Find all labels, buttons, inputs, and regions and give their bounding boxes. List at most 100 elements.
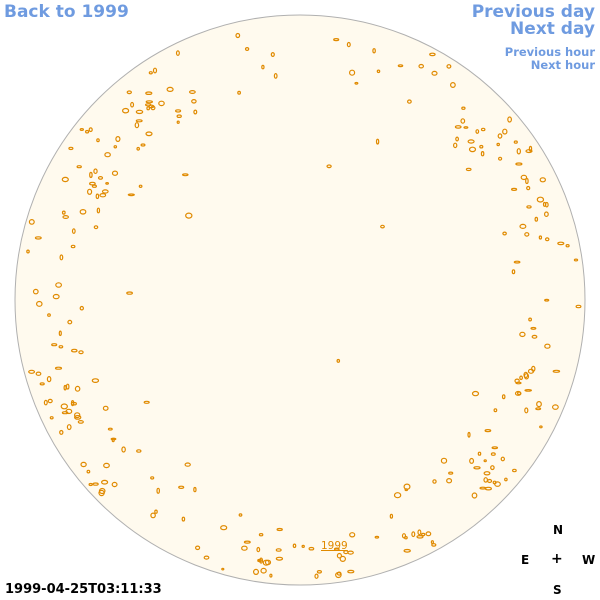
contour-speck [35,371,42,376]
contour-speck [513,140,518,144]
contour-speck [467,431,471,438]
contour-speck [127,193,135,197]
contour-speck [493,408,498,413]
compass-south: S [553,583,562,597]
contour-speck [103,462,110,469]
previous-hour-link[interactable]: Previous hour [504,45,595,59]
contour-speck [524,407,529,414]
contour-speck [292,543,297,549]
contour-speck [483,459,487,463]
contour-speck [148,71,153,75]
contour-speck [431,70,438,76]
contour-speck [67,319,73,325]
contour-speck [73,412,81,419]
contour-speck [270,51,275,57]
solar-disk [14,14,586,586]
contour-speck [429,52,436,57]
contour-speck [544,211,549,218]
next-hour-link[interactable]: Next hour [530,58,595,72]
contour-speck [513,260,521,264]
contour-speck [461,106,466,110]
contour-speck [115,136,121,143]
contour-speck [176,120,180,124]
contour-speck [333,37,340,42]
contour-speck [71,228,76,234]
contour-speck [121,446,126,453]
contour-speck [335,571,342,579]
contour-speck [515,381,522,385]
contour-speck [74,385,81,392]
contour-speck [557,241,565,246]
contour-speck [467,139,475,144]
contour-speck [528,145,533,152]
contour-speck [96,138,100,143]
contour-speck [135,109,144,115]
contour-speck [354,81,359,85]
contour-speck [152,67,158,74]
contour-speck [411,531,416,538]
contour-speck [349,69,356,76]
contour-speck [519,331,526,338]
contour-speck [59,429,64,435]
contour-speck [258,558,262,563]
contour-speck [276,527,283,532]
contour-speck [504,477,508,482]
contour-speck [91,184,98,188]
contour-speck [253,568,260,576]
contour-speck [39,382,45,386]
contour-speck [446,478,453,484]
contour-speck [264,559,272,566]
back-to-year-link[interactable]: Back to 1999 [4,2,129,22]
contour-speck [530,326,537,330]
contour-speck [393,492,402,499]
compass-west: W [582,553,596,567]
contour-speck [519,223,527,229]
contour-speck [150,512,156,519]
contour-speck [43,399,48,406]
contour-speck [440,457,448,464]
contour-speck [46,376,52,383]
contour-speck [448,471,454,475]
contour-speck [477,451,482,456]
contour-speck [95,193,100,200]
contour-speck [565,243,570,248]
contour-speck [531,365,536,372]
contour-speck [326,164,332,169]
contour-speck [403,483,411,490]
contour-speck [525,177,529,185]
contour-speck [181,516,186,522]
contour-speck [96,207,101,214]
contour-speck [61,176,69,183]
contour-speck [497,133,503,139]
contour-speck [166,86,174,93]
contour-speck [99,192,107,198]
contour-speck [256,546,261,553]
contour-speck [110,437,117,441]
contour-speck [475,129,480,134]
previous-day-link[interactable]: Previous day [471,2,595,22]
contour-speck [526,205,532,209]
contour-speck [380,224,385,229]
contour-speck [102,405,109,411]
compass-north: N [553,523,564,537]
contour-speck [111,170,119,176]
contour-speck [203,555,210,560]
contour-speck [60,403,69,410]
contour-speck [185,212,193,219]
year-link[interactable]: 1999 [321,540,348,552]
contour-speck [126,291,134,295]
contour-speck [61,411,69,415]
contour-speck [316,569,322,574]
compass-center: + [551,551,563,567]
next-day-link[interactable]: Next day [510,19,595,39]
contour-speck [333,547,340,551]
contour-speck [430,540,434,545]
contour-speck [407,99,412,104]
contour-speck [79,209,87,215]
contour-speck [58,330,62,337]
contour-speck [145,131,153,137]
contour-speck [136,146,141,151]
contour-speck [525,149,533,154]
contour-speck [150,105,156,111]
